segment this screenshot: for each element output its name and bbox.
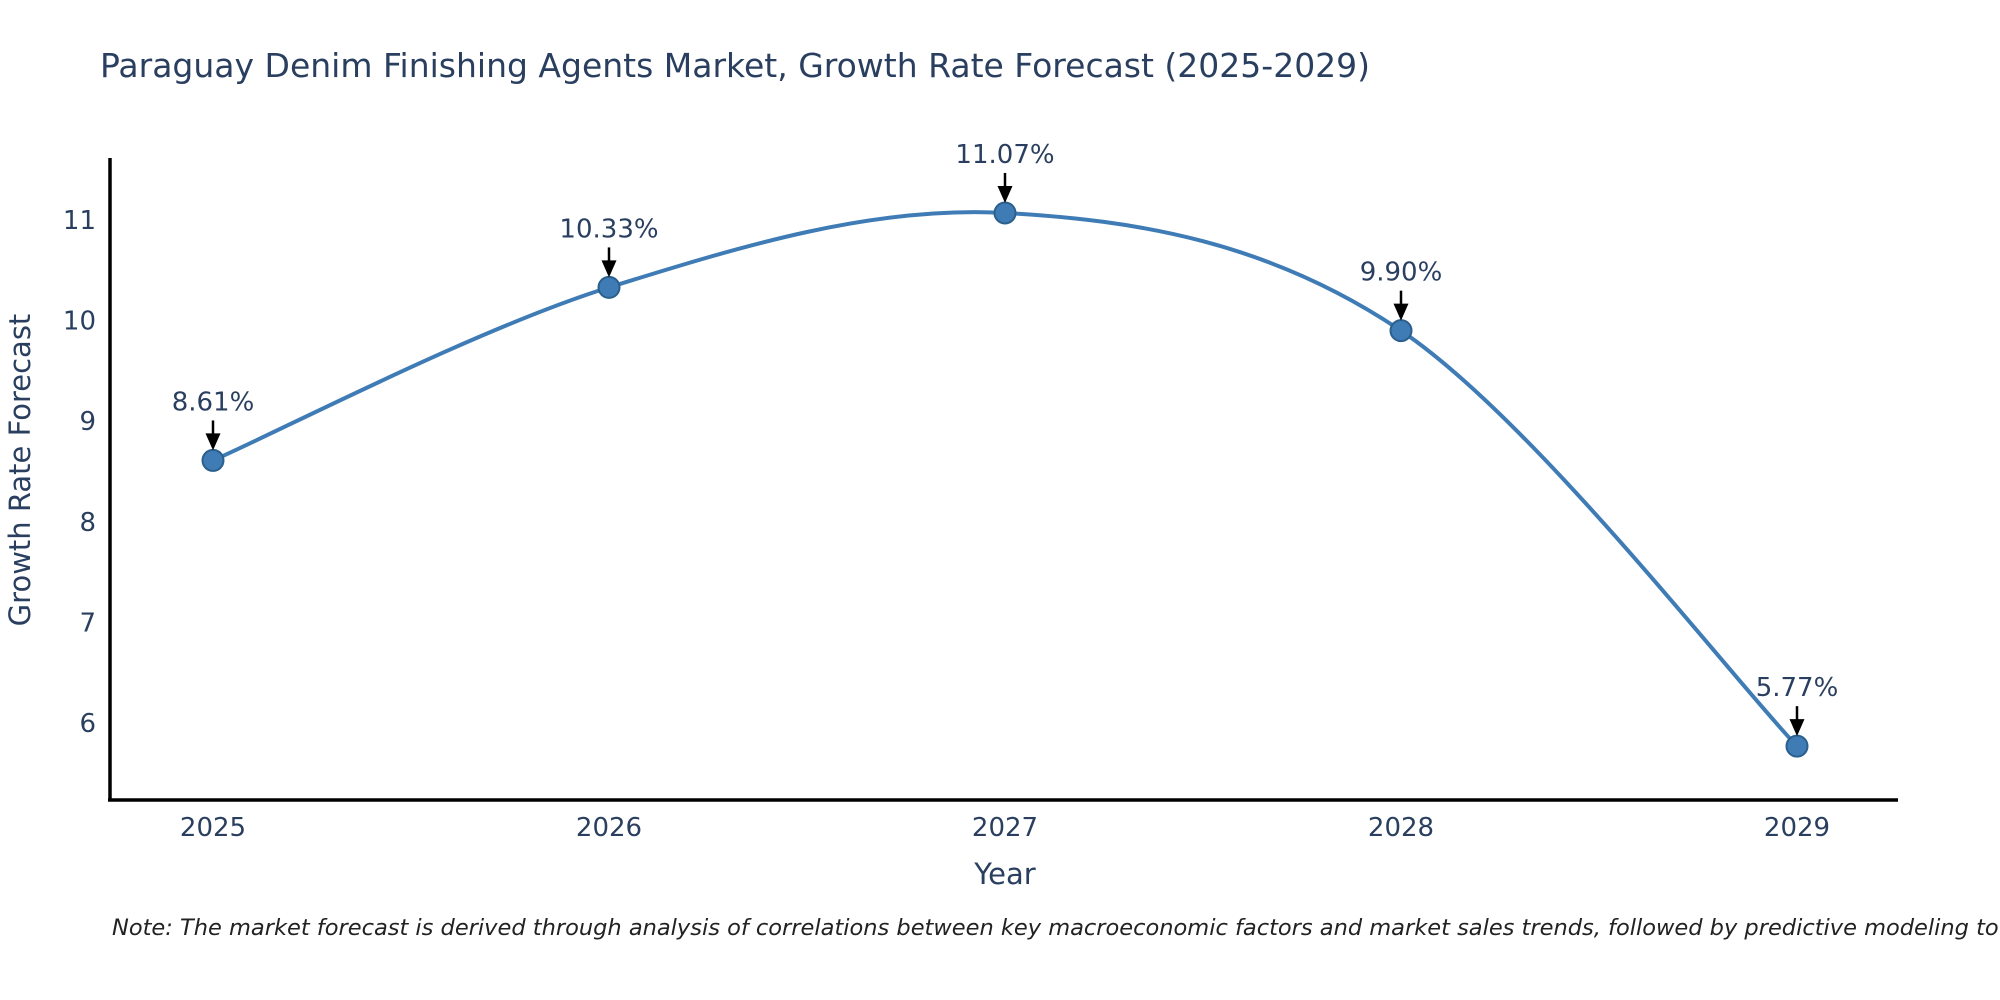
x-tick-label: 2027 bbox=[972, 813, 1038, 843]
y-tick-label: 11 bbox=[63, 206, 96, 236]
y-tick-label: 8 bbox=[79, 508, 96, 538]
y-tick-label: 7 bbox=[79, 608, 96, 638]
forecast-line bbox=[211, 210, 1799, 749]
annotation-arrow-head bbox=[205, 433, 221, 451]
y-tick-label: 9 bbox=[79, 407, 96, 437]
x-tick-label: 2025 bbox=[180, 813, 246, 843]
chart-title: Paraguay Denim Finishing Agents Market, … bbox=[100, 46, 1371, 85]
y-tick-label: 10 bbox=[63, 307, 96, 337]
footnote-text: Note: The market forecast is derived thr… bbox=[112, 915, 2000, 941]
x-tick-label: 2026 bbox=[576, 813, 642, 843]
axes bbox=[108, 158, 1898, 802]
data-point[interactable] bbox=[1389, 319, 1413, 343]
data-point[interactable] bbox=[1785, 734, 1809, 758]
x-axis-title: Year bbox=[973, 857, 1035, 891]
data-point[interactable] bbox=[993, 201, 1017, 225]
point-annotation-label: 11.07% bbox=[955, 140, 1054, 170]
data-point[interactable] bbox=[597, 275, 621, 299]
annotation-arrow-head bbox=[601, 260, 617, 278]
annotation-arrow-head bbox=[1789, 719, 1805, 737]
x-tick-label: 2029 bbox=[1764, 813, 1830, 843]
point-annotation-label: 5.77% bbox=[1756, 673, 1839, 703]
point-annotation-label: 9.90% bbox=[1360, 258, 1443, 288]
plot-series-layer: 6 7 8 9 10 11 2025 2026 2027 2028 2029 8.61% 10.33% 1… bbox=[63, 140, 1838, 843]
y-axis-title: Growth Rate Forecast bbox=[3, 314, 37, 627]
data-point[interactable] bbox=[201, 448, 225, 472]
annotation-arrow-head bbox=[997, 185, 1013, 203]
y-tick-label: 6 bbox=[79, 709, 96, 739]
point-annotation-label: 8.61% bbox=[172, 387, 255, 417]
point-annotation-label: 10.33% bbox=[559, 214, 658, 244]
x-tick-label: 2028 bbox=[1368, 813, 1434, 843]
annotation-arrow-head bbox=[1393, 303, 1409, 321]
